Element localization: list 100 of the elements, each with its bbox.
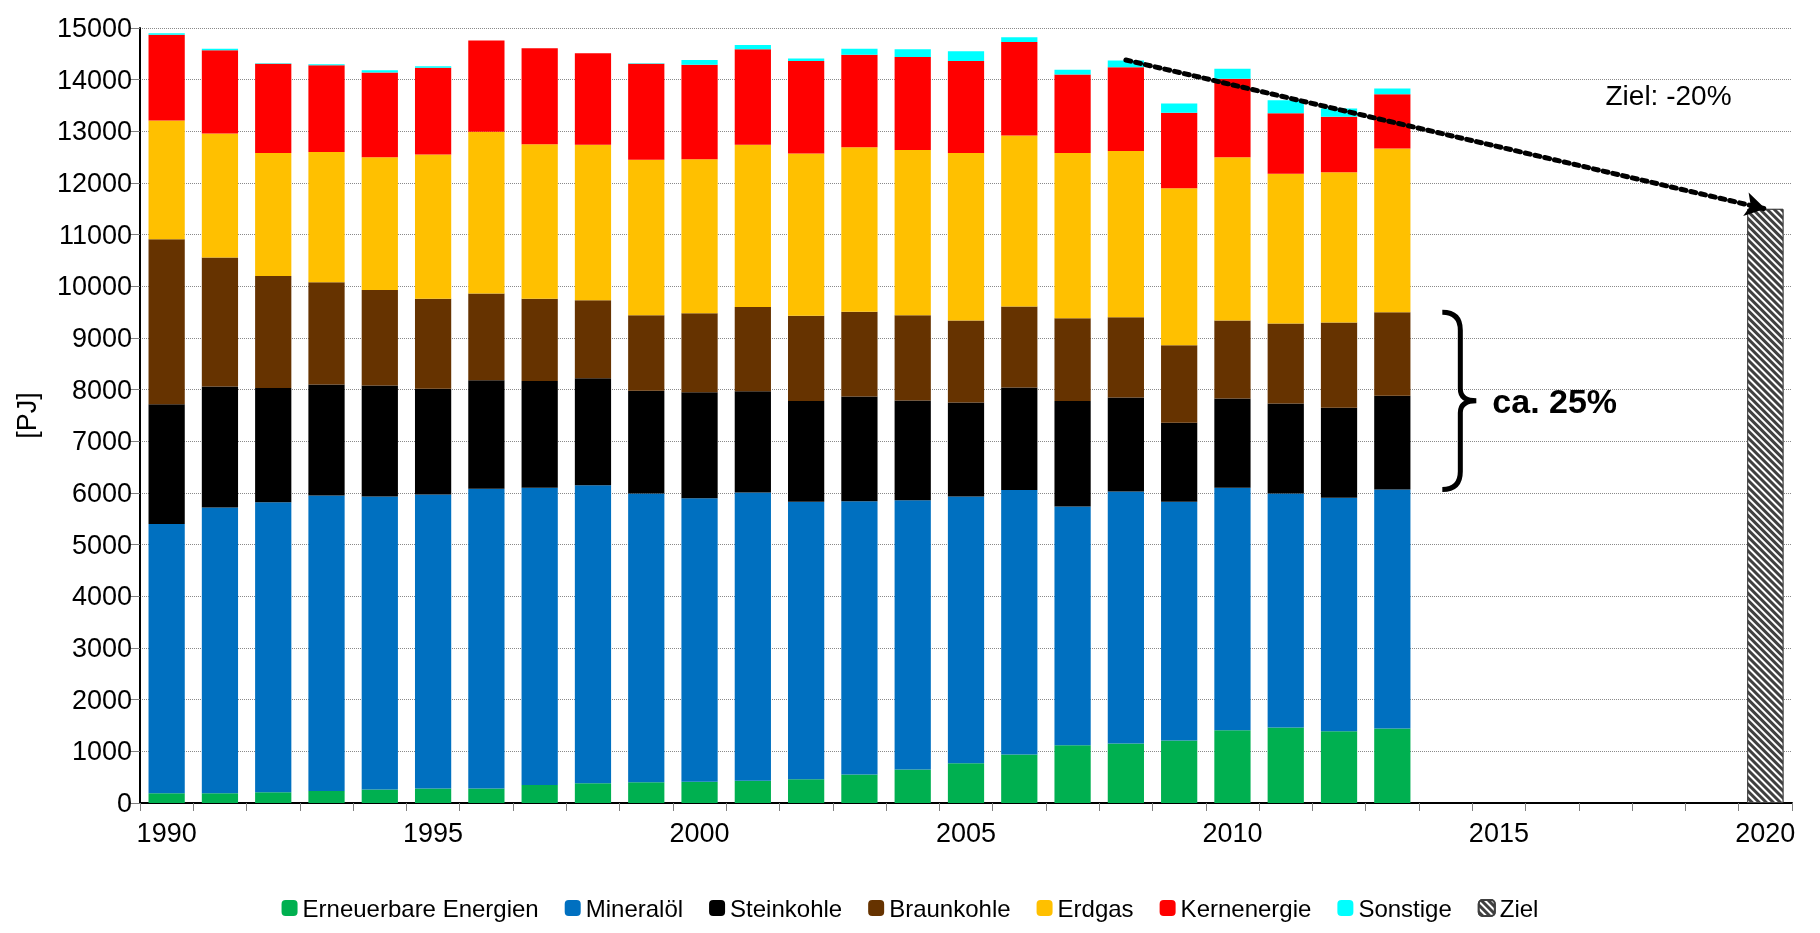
- y-tick-label: 5000: [71, 529, 132, 560]
- bar: [681, 60, 718, 65]
- legend-label: Erdgas: [1057, 894, 1134, 922]
- bar: [628, 493, 665, 783]
- bar: [361, 385, 398, 497]
- bar: [521, 380, 558, 488]
- bar: [894, 769, 931, 803]
- bar: [1320, 497, 1358, 732]
- bar: [574, 144, 612, 301]
- bar: [1107, 491, 1144, 744]
- bar: [1214, 730, 1251, 803]
- bar: [148, 34, 185, 121]
- bar: [788, 58, 825, 62]
- bar: [1374, 489, 1411, 729]
- annotation: Ziel: -20%: [1605, 79, 1732, 111]
- bar: [574, 783, 612, 803]
- bar: [361, 157, 398, 290]
- bar: [201, 257, 239, 387]
- bar: [894, 56, 931, 150]
- y-tick-label: 6000: [71, 478, 132, 508]
- bar: [1001, 387, 1038, 490]
- bar: [894, 400, 931, 501]
- bar: [1214, 320, 1251, 399]
- bar: [468, 788, 505, 803]
- x-tick-label: 1995: [403, 817, 464, 848]
- y-tick-label: 2000: [71, 684, 132, 715]
- bar: [1267, 323, 1304, 404]
- bar: [681, 392, 718, 499]
- bar: [734, 45, 771, 50]
- bar: [1320, 172, 1358, 323]
- bar: [1107, 67, 1144, 151]
- bar: [201, 793, 239, 803]
- bar: [308, 495, 345, 792]
- y-tick-label: 1000: [71, 736, 132, 767]
- x-tick-label: 2010: [1202, 817, 1263, 848]
- bar: [788, 315, 825, 402]
- bar: [1161, 188, 1198, 346]
- bar: [574, 378, 612, 486]
- bar: [1214, 68, 1251, 79]
- bar: [947, 51, 985, 62]
- bar: [628, 782, 665, 803]
- bar: [148, 120, 185, 240]
- bar: [148, 239, 185, 405]
- x-tick-label: 2020: [1735, 817, 1796, 848]
- x-tick-label: 2005: [935, 817, 997, 848]
- bar: [201, 133, 239, 258]
- bar: [947, 496, 985, 764]
- bar: [1320, 116, 1358, 173]
- bar: [574, 53, 612, 145]
- bar: [1214, 78, 1251, 158]
- bar: [681, 781, 718, 803]
- bar: [1374, 728, 1411, 803]
- bar: [414, 494, 452, 789]
- bar: [1267, 113, 1304, 174]
- bar: [521, 144, 558, 299]
- bar: [1267, 727, 1304, 803]
- bar: [468, 131, 505, 294]
- bar: [841, 54, 878, 148]
- bar: [521, 487, 558, 785]
- bar: [1001, 306, 1038, 388]
- bar: [734, 307, 771, 392]
- bar: [841, 774, 878, 803]
- bar: [1374, 312, 1411, 396]
- bar: [308, 791, 345, 803]
- bar: [1374, 395, 1411, 490]
- bar: [1374, 94, 1411, 149]
- y-tick-label: 7000: [71, 426, 132, 457]
- bar: [1267, 493, 1304, 728]
- bar: [308, 282, 345, 385]
- bar: [361, 496, 398, 790]
- bar: [1001, 135, 1038, 307]
- bar: [734, 144, 771, 307]
- bar: [468, 380, 505, 489]
- bar: [414, 388, 452, 495]
- bar: [1374, 88, 1411, 95]
- bar: [308, 384, 345, 496]
- bar: [361, 789, 398, 803]
- y-tick-label: 12000: [56, 168, 132, 198]
- bar: [574, 300, 612, 379]
- bar: [734, 780, 771, 803]
- bar: [1001, 489, 1038, 755]
- bar: [201, 386, 239, 508]
- bar: [947, 61, 985, 154]
- bar: [1001, 754, 1038, 803]
- y-tick-label: 10000: [56, 271, 132, 302]
- bar: [1001, 37, 1038, 42]
- bar: [308, 65, 345, 152]
- y-tick-label: 11000: [58, 219, 132, 250]
- bar: [1320, 407, 1358, 498]
- bar: [1054, 745, 1091, 803]
- y-tick-label: 4000: [71, 581, 132, 612]
- bar: [947, 153, 985, 321]
- x-tick-label: 2000: [669, 817, 730, 848]
- bar: [947, 320, 985, 403]
- bar: [681, 313, 718, 393]
- y-tick-label: 15000: [56, 13, 132, 43]
- bar: [1107, 743, 1144, 803]
- bar: [788, 153, 825, 316]
- bar: [201, 507, 239, 794]
- bar: [1214, 157, 1251, 321]
